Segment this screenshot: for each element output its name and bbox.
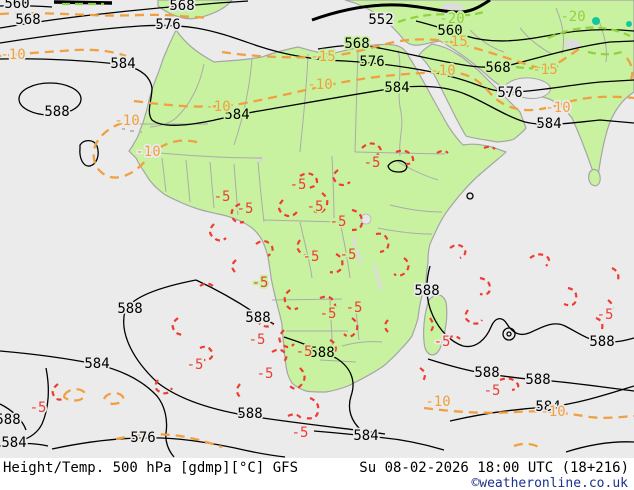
contour-label: -5 (434, 334, 451, 350)
contour-label: -5 (187, 357, 204, 373)
contour-label: 584 (1, 435, 26, 451)
contour-label: 588 (589, 334, 614, 350)
contour-label: -5 (330, 214, 347, 230)
lakes (122, 3, 580, 291)
contour-label: -5 (237, 201, 254, 217)
contour-label: -15 (532, 62, 557, 78)
contour-label: -5 (292, 425, 309, 441)
contour-label: 588 (237, 406, 262, 422)
contour-label: -5 (307, 199, 324, 215)
contour-label: 588 (525, 372, 550, 388)
landmasses (128, 0, 634, 393)
contour-label: -10 (0, 47, 25, 63)
contour-label: -10 (135, 144, 160, 160)
contour-label: 584 (84, 356, 109, 372)
contour-label: 584 (224, 107, 249, 123)
contour-label: -20 (560, 9, 585, 25)
terrain-patch-iran (564, 39, 580, 49)
contour-label: 588 (414, 283, 439, 299)
lake-chad (258, 157, 263, 162)
contour-label: -15 (442, 34, 467, 50)
country-borders (138, 7, 607, 363)
contour-label: -5 (320, 306, 337, 322)
contour-label: -10 (430, 63, 455, 79)
contour-label: -15 (310, 49, 335, 65)
contour-label: -5 (249, 332, 266, 348)
temp-contours-minus20 (62, 2, 631, 70)
height-contours (0, 0, 634, 458)
contour-label: 576 (497, 85, 522, 101)
contour-label: -5 (30, 400, 47, 416)
land-africa (128, 28, 508, 393)
contour-label: 588 (117, 301, 142, 317)
temp-contours-minus5 (51, 142, 620, 420)
contour-label: 584 (535, 399, 560, 415)
contour-label: -5 (303, 249, 320, 265)
contour-label: -5 (340, 247, 357, 263)
contour-label: -5 (214, 189, 231, 205)
small-eddy-contour (502, 327, 516, 341)
contour-label: 568 (15, 12, 40, 28)
contour-label: 584 (384, 80, 409, 96)
contour-label: 584 (110, 56, 135, 72)
contour-label: -5 (252, 275, 269, 291)
canary-islands (122, 128, 125, 130)
cape-verde-contour (79, 139, 99, 167)
canary-islands (130, 130, 134, 132)
contour-label: 568 (344, 36, 369, 52)
contour-label: 568 (485, 60, 510, 76)
tiny-closed-contour (466, 192, 474, 200)
contour-label: 576 (130, 430, 155, 446)
contour-label: -10 (114, 113, 139, 129)
persian-gulf (503, 77, 551, 99)
contour-label: -5 (346, 300, 363, 316)
cold-patches (592, 17, 632, 27)
lake-malawi (372, 263, 383, 291)
temp-contours-orange (0, 11, 634, 450)
contour-label: 584 (353, 428, 378, 444)
contour-label: 588 (309, 345, 334, 361)
lake-victoria (360, 213, 372, 225)
contour-label: -5 (597, 307, 614, 323)
contour-label: 584 (536, 116, 561, 132)
canary-islands (139, 131, 142, 133)
copyright-credit: ©weatheronline.co.uk (471, 476, 628, 490)
contour-label: 576 (359, 54, 384, 70)
contour-label: 568 (169, 0, 194, 14)
land-madagascar (423, 294, 448, 356)
contour-label: -10 (425, 394, 450, 410)
land-sri-lanka (588, 168, 601, 187)
land-arabia (418, 43, 527, 143)
chart-title: Height/Temp. 500 hPa [gdmp][°C] GFS (3, 460, 299, 476)
contour-label: -10 (307, 77, 332, 93)
contour-label: -5 (257, 366, 274, 382)
map-area: 560 568 568 576 584 588 552 560 568 576 568 584 576 5… (0, 0, 634, 458)
valid-time: Su 08-02-2026 18:00 UTC (18+216) (359, 460, 629, 476)
contour-label: -5 (290, 177, 307, 193)
contour-label: 552 (368, 12, 393, 28)
low-center-588 (18, 82, 82, 116)
lake-tanganyika (351, 236, 363, 265)
contour-label: -10 (545, 100, 570, 116)
contour-label: -5 (296, 344, 313, 360)
ethiopia-closed-contour (387, 159, 408, 173)
contour-label: -10 (540, 404, 565, 420)
contour-label: 588 (245, 310, 270, 326)
caption-bar: Height/Temp. 500 hPa [gdmp][°C] GFS Su 0… (0, 458, 634, 490)
contour-label: 588 (44, 104, 69, 120)
contour-label: 576 (155, 17, 180, 33)
contour-label: -5 (364, 155, 381, 171)
contour-label: 588 (474, 365, 499, 381)
contour-label: -5 (484, 383, 501, 399)
contour-label: -10 (205, 99, 230, 115)
contour-label: 560 (437, 23, 462, 39)
contour-label: 588 (0, 412, 21, 428)
contour-label: -20 (439, 11, 464, 27)
contour-label: 560 (4, 0, 29, 12)
